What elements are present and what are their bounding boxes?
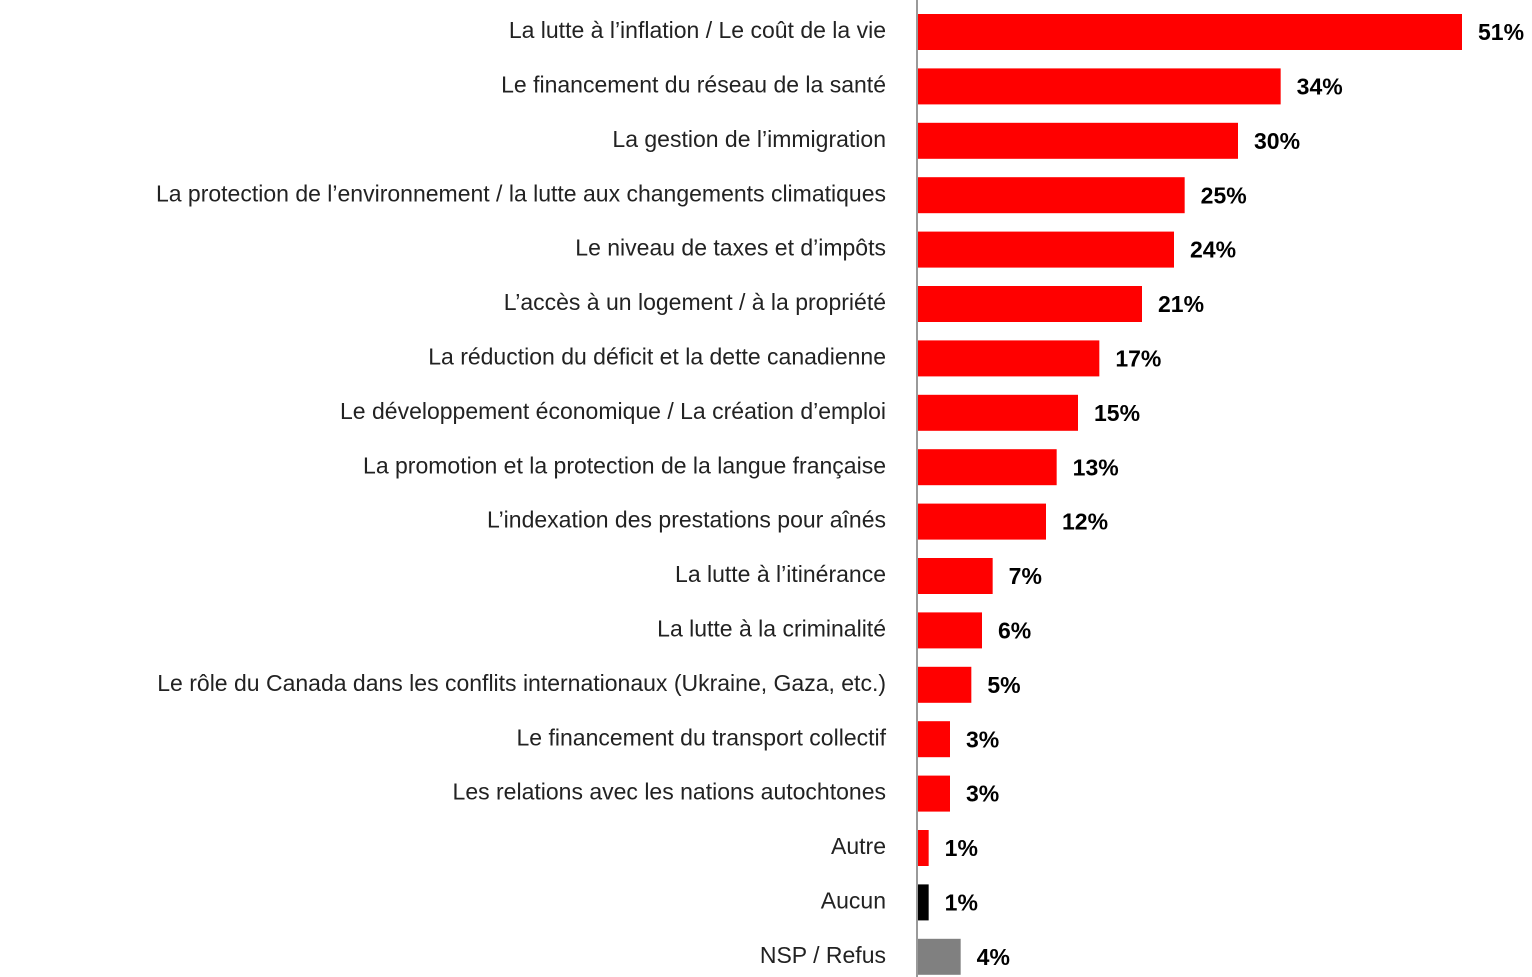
bar [918,884,929,921]
value-label: 25% [1201,182,1247,208]
value-label: 7% [1009,563,1042,589]
category-label: La réduction du déficit et la dette cana… [428,343,886,369]
bar [918,558,993,594]
value-label: 1% [945,889,978,915]
value-label: 17% [1115,345,1161,371]
category-label: L’accès à un logement / à la propriété [504,289,886,315]
bar [918,340,1100,377]
bar [918,830,929,866]
value-label: 5% [987,672,1020,698]
bar [918,14,1462,50]
value-label: 3% [966,781,999,807]
bar [918,68,1281,105]
category-label: L’indexation des prestations pour aînés [487,507,886,533]
bar [918,612,982,649]
category-label: Le financement du transport collectif [517,724,887,750]
category-label: La lutte à la criminalité [657,615,886,641]
value-label: 24% [1190,237,1236,263]
category-label: La lutte à l’itinérance [675,561,886,587]
category-label: Le financement du réseau de la santé [501,71,886,97]
category-label: La promotion et la protection de la lang… [363,452,886,478]
category-label: Autre [831,833,886,859]
value-label: 30% [1254,128,1300,154]
value-label: 34% [1297,73,1343,99]
category-label: Le rôle du Canada dans les conflits inte… [157,670,886,696]
value-label: 4% [977,944,1010,970]
bar [918,231,1174,268]
bar [918,122,1238,159]
bar [918,721,950,758]
bar [918,394,1078,431]
category-label: La lutte à l’inflation / Le coût de la v… [509,17,886,43]
bar [918,503,1046,540]
category-label: Le niveau de taxes et d’impôts [575,235,886,261]
category-label: La gestion de l’immigration [612,126,886,152]
bar [918,666,972,703]
value-label: 3% [966,726,999,752]
category-label: Les relations avec les nations autochton… [453,779,886,805]
bar [918,938,961,975]
value-label: 12% [1062,509,1108,535]
category-label: NSP / Refus [760,942,886,968]
value-label: 6% [998,617,1031,643]
value-label: 51% [1478,19,1524,45]
value-label: 15% [1094,400,1140,426]
bar [918,286,1142,322]
bar [918,449,1057,486]
value-label: 1% [945,835,978,861]
category-label: Aucun [821,887,886,913]
bar [918,177,1185,214]
value-label: 13% [1073,454,1119,480]
bar [918,775,950,812]
category-label: Le développement économique / La créatio… [340,398,886,424]
value-label: 21% [1158,291,1204,317]
category-label: La protection de l’environnement / la lu… [156,180,886,206]
